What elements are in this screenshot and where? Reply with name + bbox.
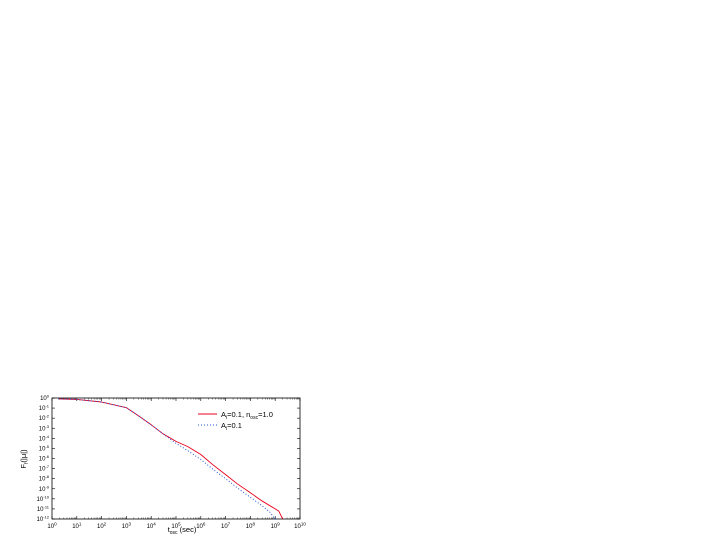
y-tick-label: 10-4	[39, 434, 50, 443]
y-tick-label: 10-10	[37, 494, 50, 503]
x-axis-label: tosc (sec)	[168, 525, 197, 536]
x-tick-label: 101	[72, 522, 82, 531]
legend-label-series-2: Ai=0.1	[221, 421, 242, 432]
x-tick-label: 105	[171, 522, 181, 531]
y-tick-label: 10-5	[39, 444, 50, 453]
x-tick-label: 107	[221, 522, 231, 531]
y-axis-label: Ff(|μ|)	[19, 449, 30, 469]
y-tick-label: 10-12	[37, 515, 50, 524]
y-tick-labels: 10-1210-1110-1010-910-810-710-610-510-41…	[37, 394, 50, 524]
x-tick-label: 104	[147, 522, 157, 531]
x-tick-label: 108	[246, 522, 256, 531]
x-tick-label: 106	[196, 522, 206, 531]
x-tick-label: 1010	[294, 522, 306, 531]
y-tick-label: 10-1	[39, 404, 50, 413]
y-tick-label: 10-6	[39, 454, 50, 463]
series-line-1	[58, 398, 284, 520]
legend-label-series-1: Ai=0.1, nosc=1.0	[221, 410, 273, 421]
series-lines	[58, 398, 284, 520]
x-tick-label: 102	[97, 522, 107, 531]
y-tick-label: 100	[40, 394, 50, 403]
legend: Ai=0.1, nosc=1.0 Ai=0.1	[198, 410, 273, 432]
axis-ticks	[51, 397, 301, 520]
x-tick-label: 109	[271, 522, 281, 531]
x-tick-label: 103	[122, 522, 132, 531]
x-tick-label: 100	[47, 522, 57, 531]
y-tick-label: 10-11	[37, 504, 50, 512]
x-tick-labels: 100 101 102 103 104 105 106 107 108 109 1010	[47, 522, 306, 531]
y-tick-label: 10-8	[39, 474, 50, 483]
y-tick-label: 10-3	[39, 424, 50, 433]
y-tick-label: 10-7	[39, 464, 50, 473]
y-tick-label: 10-9	[39, 484, 50, 493]
y-tick-label: 10-2	[39, 414, 50, 423]
